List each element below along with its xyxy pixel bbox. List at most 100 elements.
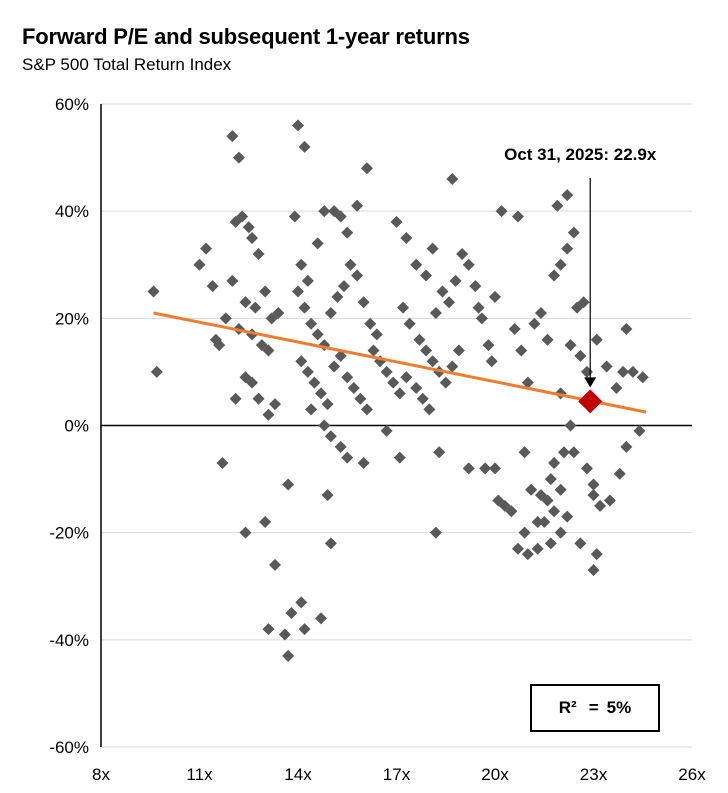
data-point [577, 296, 590, 309]
data-point [574, 349, 587, 362]
data-point [292, 119, 304, 132]
data-point [567, 226, 580, 239]
data-point [150, 365, 163, 378]
data-point [305, 317, 318, 330]
data-point [262, 623, 275, 636]
data-point [511, 210, 524, 223]
x-axis-ticks: 8x 11x 14x 17x 20x 23x 26x [92, 765, 706, 784]
data-point [393, 387, 406, 400]
data-point [236, 210, 249, 223]
data-point [226, 274, 239, 287]
data-point [219, 312, 232, 325]
data-point [548, 505, 561, 518]
x-tick-label: 17x [383, 765, 411, 784]
data-point [242, 221, 255, 234]
data-point [252, 248, 265, 261]
y-tick-label: 60% [55, 95, 89, 114]
data-point [347, 381, 360, 394]
data-point [472, 301, 485, 314]
data-point [278, 628, 291, 641]
x-tick-label: 23x [580, 765, 608, 784]
data-point [341, 451, 354, 464]
data-point [439, 376, 452, 389]
data-point [590, 548, 603, 561]
data-point [617, 365, 630, 378]
data-point [633, 424, 646, 437]
data-point [147, 285, 160, 298]
data-point [426, 242, 439, 255]
data-point [548, 457, 561, 470]
data-point [508, 323, 521, 336]
x-tick-label: 8x [92, 765, 110, 784]
data-point [370, 328, 383, 341]
data-point [531, 515, 544, 528]
data-point [554, 483, 567, 496]
data-point [469, 280, 482, 293]
data-point [298, 140, 311, 153]
data-point [262, 408, 275, 421]
data-point [200, 242, 213, 255]
data-point [594, 499, 607, 512]
data-point [298, 623, 311, 636]
y-axis-ticks: 60% 40% 20% 0% -20% -40% -60% [49, 95, 89, 757]
data-point [341, 371, 354, 384]
y-tick-label: 40% [55, 202, 89, 221]
data-point [561, 510, 574, 523]
data-point [587, 478, 600, 491]
data-point [380, 424, 393, 437]
data-point [269, 558, 282, 571]
data-point [462, 258, 475, 271]
data-point [285, 607, 298, 620]
data-point [587, 489, 600, 502]
data-point [580, 365, 593, 378]
data-point [397, 301, 410, 314]
data-point [544, 473, 557, 486]
data-point [515, 344, 528, 357]
data-point [548, 269, 561, 282]
data-point [413, 333, 426, 346]
data-point [429, 306, 442, 319]
y-tick-label: -20% [49, 524, 89, 543]
data-point [574, 537, 587, 550]
data-point [213, 339, 226, 352]
data-point [489, 462, 501, 475]
data-point [337, 280, 350, 293]
chart-subtitle: S&P 500 Total Return Index [22, 55, 232, 74]
data-point [311, 237, 324, 250]
data-point [324, 306, 337, 319]
data-point [295, 355, 308, 368]
data-point [314, 387, 327, 400]
data-point [505, 505, 518, 518]
y-tick-label: 0% [64, 417, 89, 436]
data-point [246, 376, 259, 389]
annotation-arrowhead [584, 377, 597, 388]
data-point [400, 231, 413, 244]
data-point [334, 349, 347, 362]
data-point [429, 526, 442, 539]
data-point [393, 451, 406, 464]
data-point [206, 280, 219, 293]
data-point [528, 317, 541, 330]
data-point [420, 269, 433, 282]
data-point [351, 269, 364, 282]
data-point [443, 296, 456, 309]
data-point [246, 231, 259, 244]
data-point [328, 360, 341, 373]
data-point [334, 210, 347, 223]
gridlines [101, 103, 692, 748]
data-point [521, 548, 534, 561]
data-point [229, 392, 242, 405]
data-point [482, 339, 495, 352]
x-tick-label: 11x [186, 765, 213, 784]
data-point [298, 301, 311, 314]
data-point [226, 130, 239, 143]
data-point [521, 376, 534, 389]
data-point [436, 285, 449, 298]
data-point [364, 317, 377, 330]
data-point [259, 515, 272, 528]
x-tick-label: 14x [284, 765, 312, 784]
data-point [249, 301, 262, 314]
data-point [321, 489, 334, 502]
data-point [620, 440, 633, 453]
data-point [557, 446, 570, 459]
